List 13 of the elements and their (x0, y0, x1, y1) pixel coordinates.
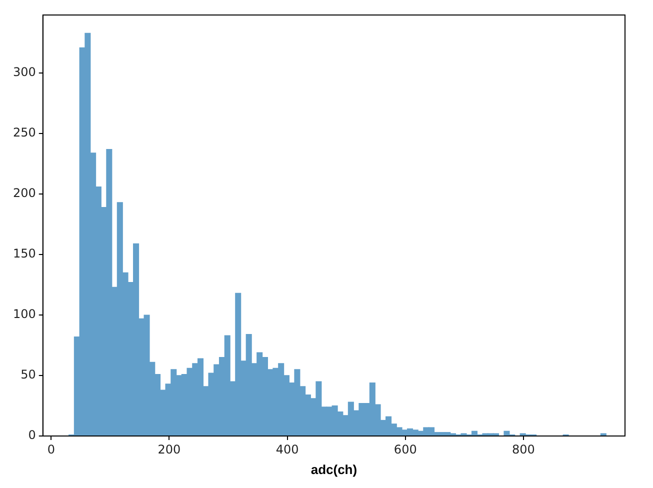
y-tick-label: 200 (13, 186, 36, 200)
x-tick-label: 0 (47, 442, 55, 456)
x-axis-title: adc(ch) (310, 462, 358, 477)
y-tick-label: 250 (13, 126, 36, 140)
y-tick-label: 50 (20, 368, 36, 382)
x-tick-label: 400 (276, 442, 299, 456)
y-tick-label: 150 (13, 246, 36, 261)
x-tick-label: 800 (512, 442, 535, 456)
x-tick-label: 200 (158, 442, 181, 456)
y-tick-label: 300 (13, 65, 36, 80)
x-tick-label: 600 (394, 442, 417, 456)
y-tick-label: 0 (28, 428, 36, 442)
y-tick-label: 100 (13, 307, 36, 322)
